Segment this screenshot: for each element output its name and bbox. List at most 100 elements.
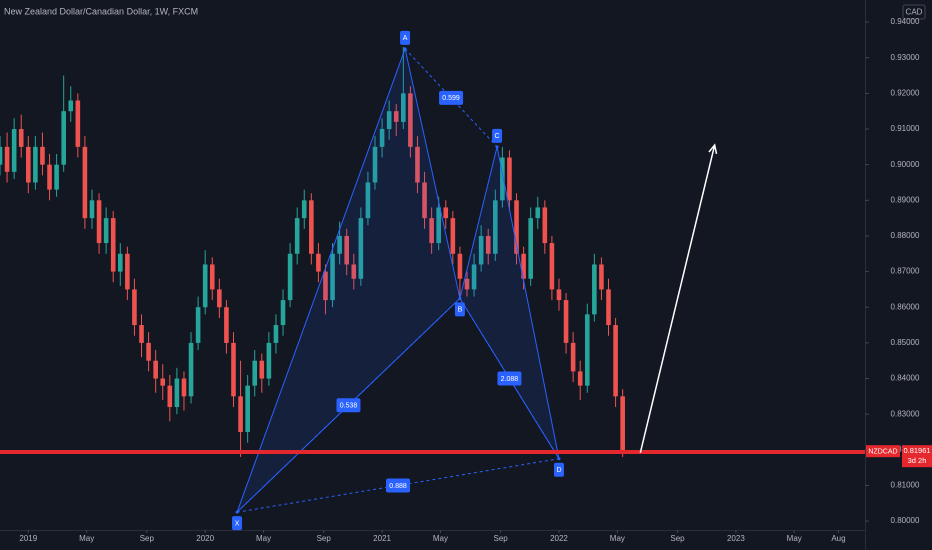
arrow-head xyxy=(708,143,718,155)
point-box xyxy=(454,302,465,317)
candle-body xyxy=(535,207,541,219)
ratio-label: 0.599 xyxy=(442,95,460,102)
candle-body xyxy=(4,146,10,172)
candle-body xyxy=(584,314,590,386)
symbol-tag xyxy=(866,445,900,458)
candle-body xyxy=(408,93,413,147)
point-label: B xyxy=(458,307,463,314)
candle-body xyxy=(153,360,158,379)
candle-body xyxy=(287,253,293,301)
pattern-point xyxy=(403,47,407,51)
candle-body xyxy=(528,218,533,279)
y-tick-label: 0.92000 xyxy=(891,88,920,97)
candle-body xyxy=(323,271,328,301)
candle-body xyxy=(266,342,272,379)
candle-body xyxy=(117,253,123,272)
last-price-label: 0.81961 xyxy=(903,446,930,455)
candle-body xyxy=(507,157,512,201)
candle-body xyxy=(209,264,215,290)
candle-body xyxy=(613,325,618,397)
ratio-label: 0.888 xyxy=(389,483,407,490)
candle-body xyxy=(26,146,31,183)
candle-body xyxy=(337,235,342,254)
candle-body xyxy=(252,360,258,386)
candle-body xyxy=(549,243,555,290)
candle-body xyxy=(344,235,350,265)
candle-body xyxy=(280,300,286,326)
candle-body xyxy=(75,100,81,147)
candle-body xyxy=(0,146,3,165)
candle-body xyxy=(422,182,427,219)
candle-body xyxy=(54,164,59,190)
candle-body xyxy=(471,264,477,290)
y-tick-label: 0.91000 xyxy=(891,124,920,133)
forecast-arrow xyxy=(639,144,716,453)
candle-body xyxy=(188,342,194,397)
y-tick-label: 0.94000 xyxy=(891,17,920,26)
currency-label[interactable]: CAD xyxy=(906,8,923,17)
ratio-box xyxy=(386,478,411,493)
ratio-label: 0.538 xyxy=(340,403,358,410)
point-box xyxy=(492,128,503,143)
candle-body xyxy=(464,278,470,290)
candle-body xyxy=(309,200,314,254)
y-tick-label: 0.85000 xyxy=(891,338,920,347)
pattern-point xyxy=(495,145,499,149)
x-tick-label: Sep xyxy=(670,534,685,543)
candle-body xyxy=(294,218,300,254)
y-tick-label: 0.88000 xyxy=(891,231,920,240)
x-tick-label: Sep xyxy=(493,534,508,543)
candle-body xyxy=(372,146,378,183)
candle-body xyxy=(577,371,583,386)
candle-body xyxy=(386,111,392,130)
candle-body xyxy=(379,129,385,147)
candle-body xyxy=(18,129,24,147)
pattern-point xyxy=(458,296,462,300)
candle-body xyxy=(485,235,491,254)
candle-body xyxy=(514,200,519,254)
y-tick-label: 0.89000 xyxy=(891,195,920,204)
candle-body xyxy=(330,253,335,301)
x-tick-label: 2021 xyxy=(373,534,391,543)
x-tick-label: 2020 xyxy=(196,534,214,543)
candle-body xyxy=(478,235,484,265)
x-tick-label: May xyxy=(79,534,94,543)
candle-body xyxy=(238,396,243,432)
candle-body xyxy=(224,307,229,343)
candle-body xyxy=(401,93,406,122)
candle-body xyxy=(273,325,279,343)
candle-body xyxy=(110,218,116,272)
candle-body xyxy=(202,264,208,308)
candle-body xyxy=(181,378,187,397)
candle-body xyxy=(563,300,569,343)
candle-body xyxy=(393,111,399,122)
point-box xyxy=(553,462,564,477)
candle-body xyxy=(132,289,137,326)
y-tick-label: 0.80000 xyxy=(891,516,920,525)
x-tick-label: May xyxy=(256,534,271,543)
currency-box[interactable] xyxy=(902,4,926,20)
point-box xyxy=(400,30,411,45)
candle-body xyxy=(556,289,562,301)
candle-body xyxy=(89,200,95,219)
candle-body xyxy=(592,264,597,315)
candle-body xyxy=(436,207,441,244)
y-tick-label: 0.90000 xyxy=(891,160,920,169)
x-tick-label: 2019 xyxy=(19,534,37,543)
candle-body xyxy=(82,146,88,219)
candle-body xyxy=(620,396,625,452)
candle-body xyxy=(365,182,371,219)
point-label: D xyxy=(556,467,561,474)
ratio-box xyxy=(336,398,361,413)
candle-body xyxy=(450,218,456,254)
candle-body xyxy=(521,253,526,279)
candle-body xyxy=(40,146,45,165)
candle-body xyxy=(96,200,102,244)
x-tick-label: May xyxy=(610,534,625,543)
point-box xyxy=(232,516,243,531)
pattern-point xyxy=(557,457,561,461)
price-tag xyxy=(902,445,932,468)
candle-body xyxy=(358,218,364,279)
candle-body xyxy=(167,385,173,408)
candle-body xyxy=(542,207,548,244)
